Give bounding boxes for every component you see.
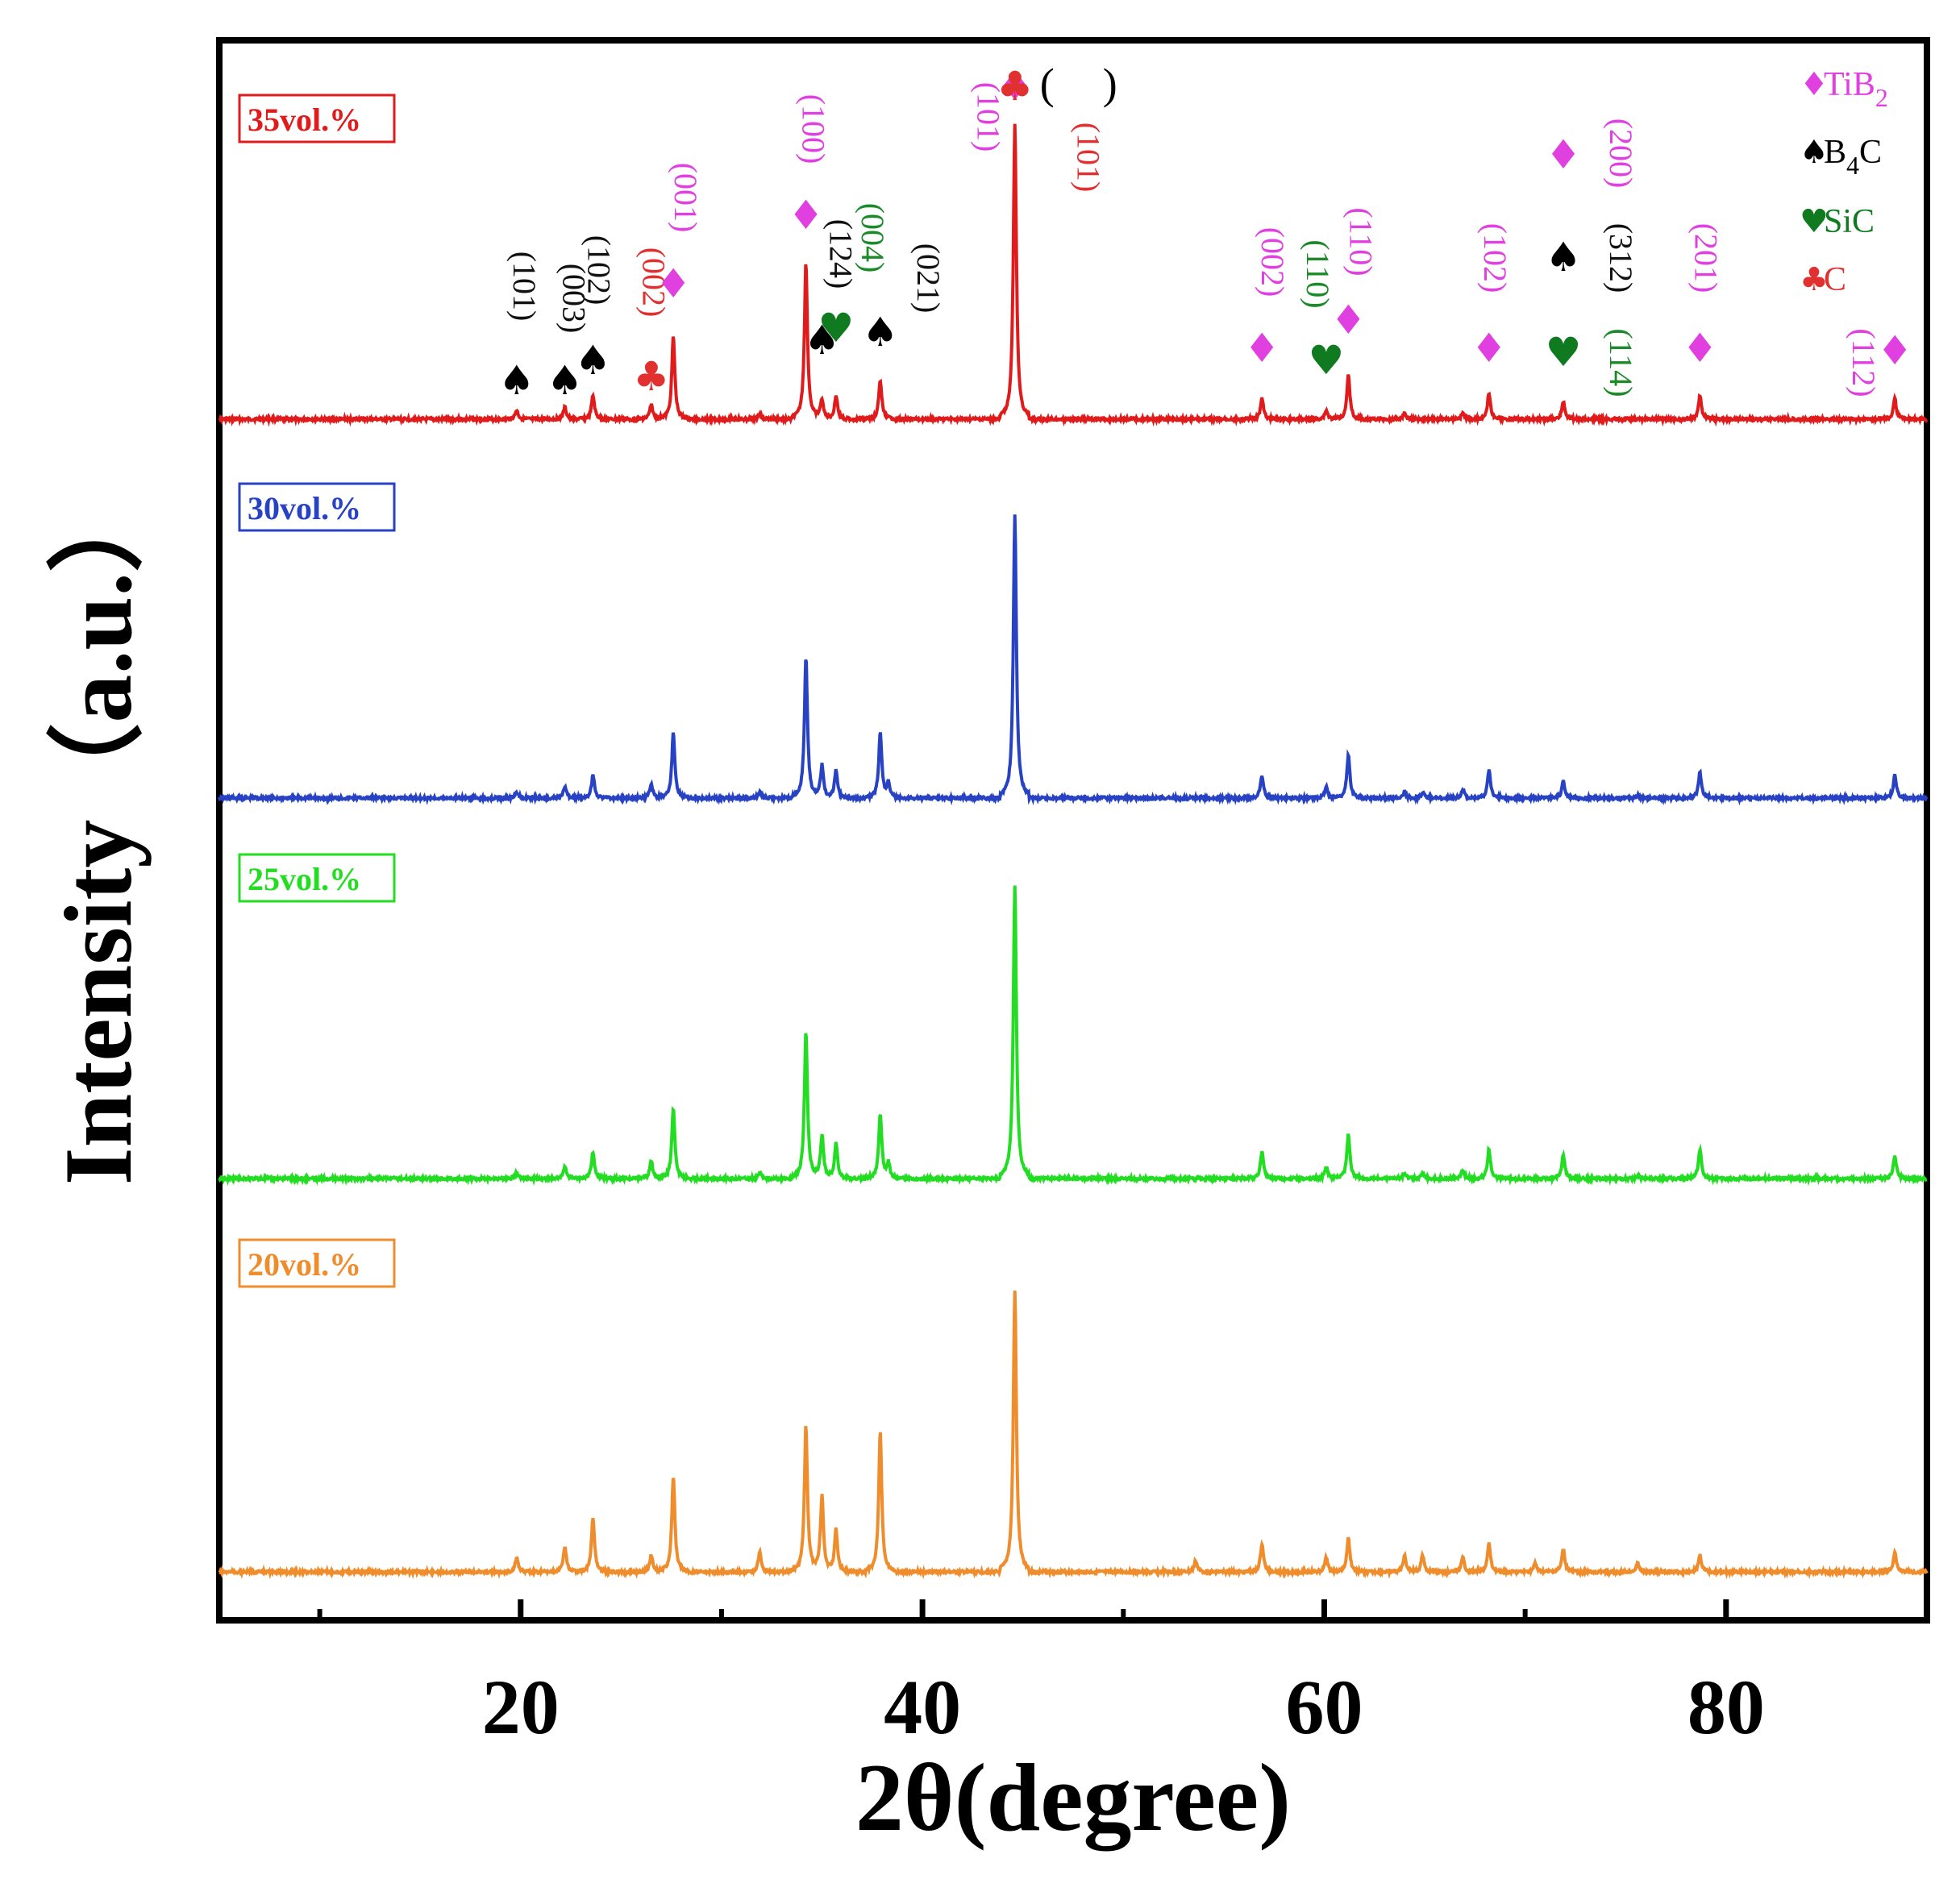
- hkl-label: (002): [636, 247, 672, 318]
- sample-label: 30vol.%: [248, 490, 361, 526]
- x-axis-ticks: 20 40 60 80: [317, 1599, 1765, 1750]
- diamond-icon: ♦: [1546, 131, 1582, 178]
- spade-icon: ♠: [575, 337, 611, 384]
- diamond-icon: ♦: [1682, 325, 1718, 372]
- legend-label: B4C: [1824, 134, 1882, 180]
- y-axis-title: Intensity（a.u.）: [44, 476, 152, 1185]
- hkl-label: (114): [1603, 328, 1639, 397]
- heart-icon: ♥: [1309, 337, 1345, 384]
- spade-icon: ♠: [862, 309, 898, 356]
- hkl-label: (102): [1477, 223, 1513, 293]
- sample-label-box: [238, 482, 396, 532]
- legend-label: SiC: [1824, 203, 1875, 240]
- x-tick-label: 40: [884, 1664, 961, 1750]
- series-line-3: [218, 1291, 1929, 1580]
- heart-icon: ♥: [818, 305, 855, 351]
- series-line-1: [218, 514, 1929, 806]
- series-line-0: [218, 123, 1929, 427]
- diamond-icon: ♦: [1471, 325, 1507, 372]
- hkl-label: (021): [910, 243, 947, 314]
- peak-annotations: ♠(101)♠(003)♠(102)♣(002)♦(001) ♦(100)♠(12…: [498, 60, 1912, 404]
- heart-icon: ♥: [1800, 203, 1829, 240]
- heart-icon: ♥: [1546, 329, 1582, 376]
- hkl-label: (112): [1846, 328, 1882, 397]
- hkl-label: (101): [1071, 123, 1107, 193]
- diamond-icon: ♦: [997, 63, 1033, 110]
- sample-label: 25vol.%: [248, 861, 361, 897]
- hkl-label: (101): [506, 252, 543, 322]
- hkl-label: (002): [1255, 227, 1291, 297]
- hkl-label: (110): [1342, 207, 1379, 276]
- spade-icon: ♠: [498, 357, 535, 404]
- hkl-label: (100): [796, 94, 832, 164]
- diamond-icon: ♦: [1244, 325, 1280, 372]
- hkl-label: (102): [581, 235, 617, 306]
- hkl-label: (312): [1603, 223, 1639, 293]
- hkl-label: (101): [971, 82, 1007, 152]
- series-layer: 35vol.% 30vol.% 25vol.% 20vol.%: [218, 94, 1929, 1580]
- sample-label-box: [238, 853, 396, 903]
- sample-label: 35vol.%: [248, 102, 361, 138]
- x-tick-label: 60: [1285, 1664, 1363, 1750]
- club-icon: ♣: [997, 63, 1033, 110]
- x-tick-label: 80: [1687, 1664, 1765, 1750]
- diamond-icon: ♦: [1800, 66, 1829, 103]
- legend-label: TiB2: [1824, 66, 1888, 112]
- club-icon: ♣: [633, 353, 669, 400]
- sample-label-box: [238, 1238, 396, 1288]
- diamond-icon: ♦: [1877, 327, 1913, 374]
- x-axis-title: 2θ(degree): [855, 1744, 1291, 1852]
- legend: ♦TiB2 ♠B4C ♥SiC ♣C: [1800, 66, 1888, 298]
- spade-icon: ♠: [804, 317, 840, 364]
- paren-open: (: [1040, 60, 1055, 108]
- hkl-label: (201): [1687, 223, 1724, 293]
- plot-frame: [216, 37, 1930, 1624]
- hkl-label: (003): [556, 264, 593, 334]
- diamond-icon: ♦: [788, 192, 824, 239]
- hkl-label: (004): [855, 203, 891, 273]
- legend-label: C: [1824, 261, 1846, 298]
- spade-icon: ♠: [1800, 134, 1829, 171]
- paren-close: ): [1103, 60, 1117, 108]
- sample-label-box: [238, 94, 396, 143]
- hkl-label: (200): [1603, 118, 1639, 189]
- diamond-icon: ♦: [1330, 297, 1367, 343]
- club-icon: ♣: [1800, 261, 1829, 298]
- x-tick-label: 20: [482, 1664, 560, 1750]
- hkl-label: (110): [1300, 239, 1336, 308]
- diamond-icon: ♦: [655, 260, 692, 307]
- sample-label: 20vol.%: [248, 1246, 361, 1283]
- hkl-label: (001): [668, 163, 704, 233]
- spade-icon: ♠: [547, 357, 583, 404]
- series-line-2: [218, 885, 1928, 1187]
- hkl-label: (124): [823, 219, 859, 289]
- spade-icon: ♠: [1546, 234, 1582, 281]
